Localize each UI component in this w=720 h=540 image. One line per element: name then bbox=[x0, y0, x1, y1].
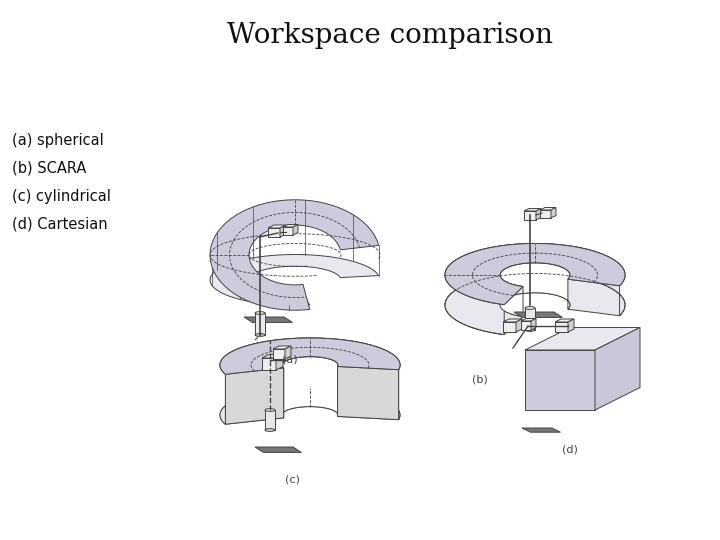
Polygon shape bbox=[524, 211, 536, 220]
Polygon shape bbox=[273, 349, 285, 359]
Polygon shape bbox=[262, 358, 276, 370]
Polygon shape bbox=[220, 338, 400, 374]
Polygon shape bbox=[503, 319, 522, 322]
Polygon shape bbox=[220, 338, 400, 374]
Polygon shape bbox=[293, 225, 298, 235]
Ellipse shape bbox=[265, 409, 275, 411]
Polygon shape bbox=[524, 208, 541, 211]
Polygon shape bbox=[445, 273, 625, 335]
Polygon shape bbox=[555, 322, 568, 332]
Polygon shape bbox=[338, 367, 399, 420]
Polygon shape bbox=[273, 346, 291, 349]
Polygon shape bbox=[514, 312, 562, 318]
Polygon shape bbox=[522, 428, 560, 432]
Text: (b) SCARA: (b) SCARA bbox=[12, 160, 86, 176]
Polygon shape bbox=[283, 227, 293, 235]
Polygon shape bbox=[255, 313, 265, 335]
Polygon shape bbox=[531, 319, 536, 330]
Polygon shape bbox=[525, 350, 595, 410]
Ellipse shape bbox=[255, 312, 265, 314]
Polygon shape bbox=[503, 322, 516, 332]
Polygon shape bbox=[445, 244, 625, 305]
Polygon shape bbox=[525, 327, 640, 350]
Polygon shape bbox=[210, 200, 379, 310]
Polygon shape bbox=[280, 225, 286, 237]
Polygon shape bbox=[244, 317, 292, 322]
Polygon shape bbox=[525, 308, 535, 330]
Text: (d): (d) bbox=[562, 445, 578, 455]
Polygon shape bbox=[285, 346, 291, 359]
Ellipse shape bbox=[525, 329, 535, 332]
Polygon shape bbox=[540, 207, 556, 210]
Polygon shape bbox=[568, 319, 574, 332]
Polygon shape bbox=[255, 447, 302, 453]
Text: (b): (b) bbox=[472, 375, 488, 385]
Polygon shape bbox=[540, 210, 551, 218]
Polygon shape bbox=[283, 225, 298, 227]
Ellipse shape bbox=[525, 307, 535, 309]
Polygon shape bbox=[225, 368, 284, 424]
Polygon shape bbox=[521, 319, 536, 321]
Text: (c) cylindrical: (c) cylindrical bbox=[12, 188, 111, 204]
Polygon shape bbox=[220, 338, 400, 424]
Polygon shape bbox=[445, 244, 625, 305]
Polygon shape bbox=[555, 319, 574, 322]
Polygon shape bbox=[262, 354, 283, 358]
Text: (c): (c) bbox=[284, 475, 300, 485]
Polygon shape bbox=[268, 228, 280, 237]
Polygon shape bbox=[220, 388, 400, 424]
Text: (d) Cartesian: (d) Cartesian bbox=[12, 217, 107, 232]
Text: (a): (a) bbox=[282, 355, 298, 365]
Polygon shape bbox=[282, 356, 338, 418]
Polygon shape bbox=[536, 208, 541, 220]
Ellipse shape bbox=[265, 429, 275, 431]
Text: (a) spherical: (a) spherical bbox=[12, 132, 104, 147]
Polygon shape bbox=[516, 319, 522, 332]
Polygon shape bbox=[521, 321, 531, 330]
Polygon shape bbox=[551, 207, 556, 218]
Polygon shape bbox=[500, 263, 570, 316]
Polygon shape bbox=[210, 254, 379, 306]
Text: Workspace comparison: Workspace comparison bbox=[227, 22, 553, 49]
Polygon shape bbox=[445, 244, 625, 335]
Polygon shape bbox=[276, 354, 283, 370]
Polygon shape bbox=[268, 225, 286, 228]
Polygon shape bbox=[265, 410, 275, 430]
Polygon shape bbox=[595, 327, 640, 410]
Ellipse shape bbox=[255, 334, 265, 336]
